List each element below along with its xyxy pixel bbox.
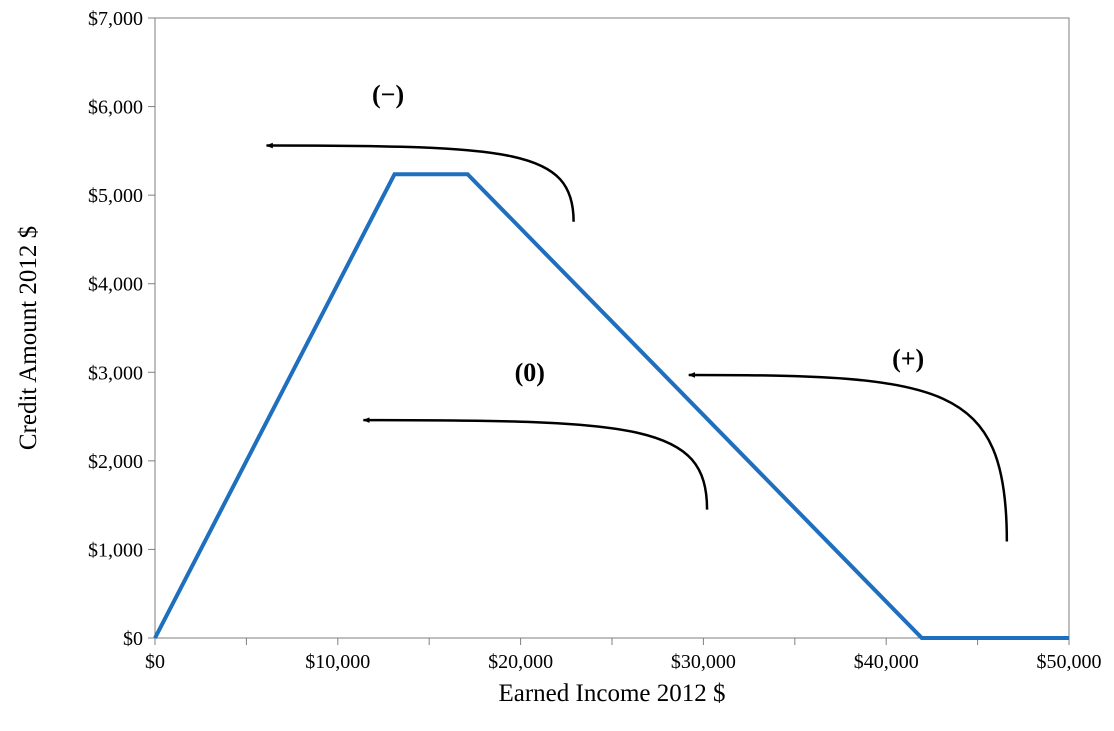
plot-border <box>154 17 1070 639</box>
y-axis-title: Credit Amount 2012 $ <box>15 226 42 450</box>
y-tick-label: $6,000 <box>88 97 143 119</box>
y-axis: $0 $1,000 $2,000 $3,000 $4,000 $5,000 $6,000 $7… <box>88 8 155 650</box>
x-tick-label: $20,000 <box>488 651 553 673</box>
y-tick-label: $3,000 <box>88 362 143 384</box>
y-tick-label: $2,000 <box>88 451 143 473</box>
x-axis: $0 $10,000 $20,000 $30,000 $40,000 $50,000 <box>145 638 1102 673</box>
x-tick-label: $0 <box>145 651 165 673</box>
annotation-label: (0) <box>515 358 545 387</box>
annotation-layer: (−) (0) (+) <box>265 80 1009 542</box>
annotation-arrow <box>265 142 575 222</box>
x-tick-label: $10,000 <box>305 651 370 673</box>
y-tick-label: $1,000 <box>88 539 143 561</box>
y-tick-label: $0 <box>123 628 143 650</box>
y-tick-label: $4,000 <box>88 274 143 296</box>
y-tick-label: $5,000 <box>88 185 143 207</box>
plot-area <box>154 17 1070 639</box>
x-tick-label: $40,000 <box>854 651 919 673</box>
x-tick-label: $30,000 <box>671 651 736 673</box>
credit-schedule-line <box>153 172 1069 640</box>
annotation-arrow <box>362 417 709 510</box>
annotation-arrow <box>688 372 1009 542</box>
series-layer <box>153 172 1069 640</box>
x-tick-label: $50,000 <box>1037 651 1102 673</box>
x-axis-title: Earned Income 2012 $ <box>498 680 725 707</box>
annotation-label: (−) <box>372 80 404 109</box>
annotation-label: (+) <box>892 344 924 373</box>
y-tick-label: $7,000 <box>88 8 143 30</box>
